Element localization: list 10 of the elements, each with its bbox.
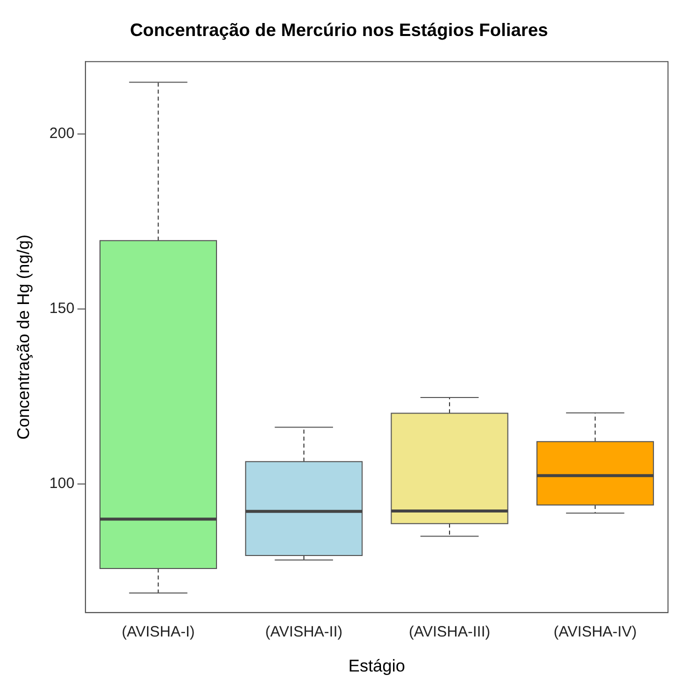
y-tick-label: 100: [49, 475, 74, 492]
x-tick-label: (AVISHA-I): [122, 624, 195, 641]
x-tick-label: (AVISHA-IV): [554, 624, 637, 641]
y-axis-title: Concentração de Hg (ng/g): [14, 234, 33, 440]
chart-title: Concentração de Mercúrio nos Estágios Foliares: [130, 20, 548, 40]
x-axis-title: Estágio: [348, 656, 406, 676]
y-tick-label: 200: [49, 124, 74, 142]
x-tick-label: (AVISHA-III): [408, 624, 490, 641]
x-tick-label: (AVISHA-II): [265, 624, 343, 641]
y-tick-label: 150: [49, 300, 74, 318]
